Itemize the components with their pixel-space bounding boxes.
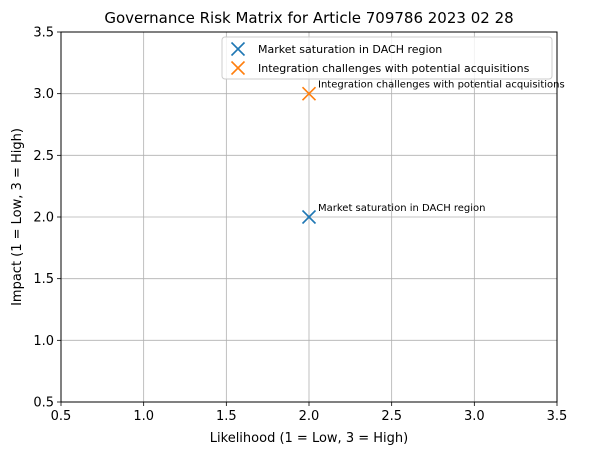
y-tick-label: 3.5 — [33, 26, 54, 41]
y-tick-label: 1.5 — [33, 272, 54, 287]
y-tick-label: 3.0 — [33, 87, 54, 102]
legend-box — [221, 36, 553, 80]
x-tick-label: 3.5 — [547, 409, 568, 424]
x-tick-label: 0.5 — [51, 409, 72, 424]
y-tick-label: 2.5 — [33, 149, 54, 164]
x-axis-ticks: 0.5 1.0 1.5 2.0 2.5 3.0 3.5 — [51, 402, 568, 424]
x-tick-label: 1.5 — [216, 409, 237, 424]
y-axis-label: Impact (1 = Low, 3 = High) — [10, 128, 25, 306]
legend-marker — [230, 41, 246, 57]
y-axis-ticks: 0.5 1.0 1.5 2.0 2.5 3.0 3.5 — [33, 26, 61, 411]
data-points — [301, 86, 317, 225]
x-tick-label: 3.0 — [464, 409, 485, 424]
point-annotations: Market saturation in DACH region Integrat… — [318, 80, 565, 214]
y-tick-label: 1.0 — [33, 334, 54, 349]
x-axis-label: Likelihood (1 = Low, 3 = High) — [210, 431, 408, 446]
point-annotation: Integration challenges with potential ac… — [318, 80, 565, 91]
y-tick-label: 0.5 — [33, 396, 54, 411]
data-point-marker — [301, 86, 317, 101]
point-annotation: Market saturation in DACH region — [318, 203, 486, 214]
x-tick-label: 1.0 — [133, 409, 154, 424]
legend-label: Integration challenges with potential ac… — [258, 62, 530, 75]
legend-label: Market saturation in DACH region — [258, 43, 442, 56]
data-point-marker — [301, 209, 317, 225]
x-tick-label: 2.0 — [299, 409, 320, 424]
legend: Market saturation in DACH region Integrat… — [221, 36, 553, 80]
x-tick-label: 2.5 — [381, 409, 402, 424]
chart-title: Governance Risk Matrix for Article 70978… — [104, 9, 513, 27]
legend-marker — [230, 60, 246, 76]
y-tick-label: 2.0 — [33, 211, 54, 226]
